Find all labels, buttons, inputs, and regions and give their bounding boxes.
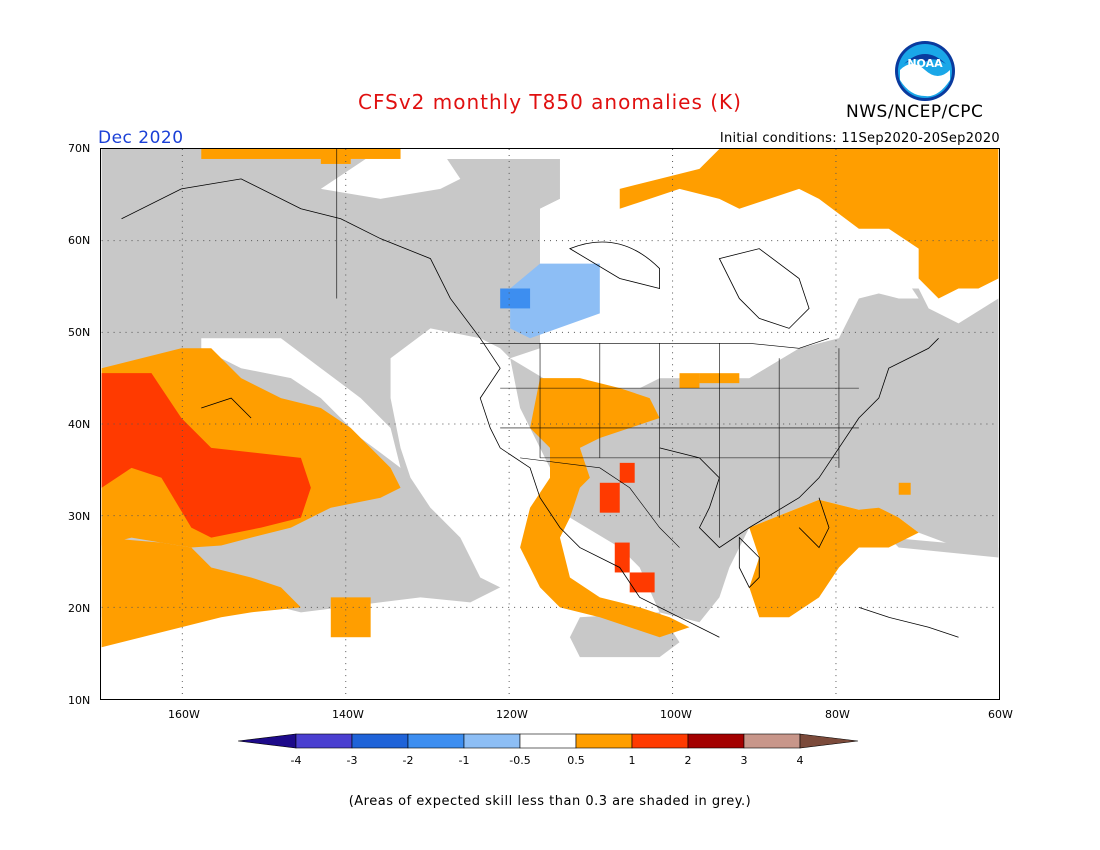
colorbar-label: -2 [403, 754, 414, 767]
lon-label-120w: 120W [496, 708, 528, 721]
agency-label: NWS/NCEP/CPC [846, 102, 984, 122]
lon-label-100w: 100W [660, 708, 692, 721]
colorbar-label: -1 [459, 754, 470, 767]
colorbar-box-6 [575, 733, 633, 749]
colorbar-arrow-high [799, 733, 859, 749]
noaa-logo: NOAA [895, 41, 955, 101]
colorbar-legend: -4 -3 -2 -1 -0.5 0.5 1 2 3 4 [238, 733, 859, 767]
lat-label-20n: 20N [68, 602, 91, 615]
colorbar-box-7 [631, 733, 689, 749]
colorbar-box-5 [519, 733, 577, 749]
lon-label-160w: 160W [168, 708, 200, 721]
political-borders [336, 149, 859, 548]
colorbar-label: 0.5 [567, 754, 585, 767]
gridlines [101, 149, 999, 699]
lon-label-140w: 140W [332, 708, 364, 721]
colorbar-label: -0.5 [509, 754, 530, 767]
colorbar-segments [238, 733, 859, 749]
colorbar-box-2 [351, 733, 409, 749]
lat-label-50n: 50N [68, 326, 91, 339]
colorbar-label: -4 [291, 754, 302, 767]
lat-label-40n: 40N [68, 418, 91, 431]
colorbar-label: 3 [741, 754, 748, 767]
lat-label-70n: 70N [68, 142, 91, 155]
anomaly-1-to-2-regions [101, 373, 655, 593]
lon-label-80w: 80W [825, 708, 850, 721]
lat-label-60n: 60N [68, 234, 91, 247]
colorbar-labels: -4 -3 -2 -1 -0.5 0.5 1 2 3 4 [291, 754, 804, 767]
coastlines [121, 178, 959, 638]
logo-text: NOAA [907, 57, 943, 70]
colorbar-box-3 [407, 733, 465, 749]
anomaly-map [100, 148, 1000, 700]
lon-label-60w: 60W [988, 708, 1013, 721]
colorbar-box-9 [743, 733, 801, 749]
colorbar-label: 2 [685, 754, 692, 767]
colorbar-label: 4 [797, 754, 804, 767]
initial-conditions: Initial conditions: 11Sep2020-20Sep2020 [719, 131, 1000, 146]
negative-anomaly-regions [500, 263, 600, 339]
colorbar-label: 1 [629, 754, 636, 767]
forecast-month: Dec 2020 [98, 128, 184, 148]
lat-label-30n: 30N [68, 510, 91, 523]
colorbar-label: -3 [347, 754, 358, 767]
colorbar-box-4 [463, 733, 521, 749]
colorbar-box-8 [687, 733, 745, 749]
colorbar-arrow-low [238, 733, 297, 749]
map-title: CFSv2 monthly T850 anomalies (K) [358, 90, 742, 114]
lat-label-10n: 10N [68, 694, 91, 707]
skill-footnote: (Areas of expected skill less than 0.3 a… [348, 794, 752, 809]
colorbar-box-1 [295, 733, 353, 749]
